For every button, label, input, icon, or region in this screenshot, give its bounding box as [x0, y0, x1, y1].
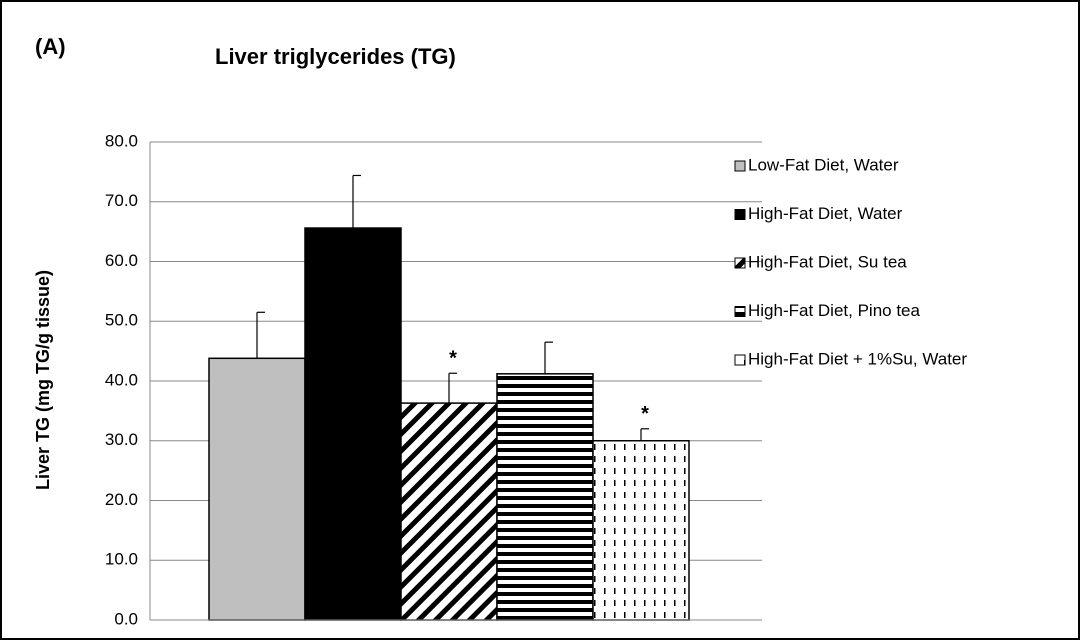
legend-label: High-Fat Diet, Water	[748, 204, 903, 223]
y-tick-label: 60.0	[105, 251, 138, 270]
bar	[592, 440, 690, 621]
legend-swatch	[734, 209, 746, 220]
bar	[496, 373, 594, 621]
legend-label: High-Fat Diet + 1%Su, Water	[748, 349, 967, 368]
legend-swatch	[734, 354, 746, 366]
y-tick-label: 70.0	[105, 191, 138, 210]
bar	[400, 402, 498, 621]
legend-label: High-Fat Diet, Pino tea	[748, 301, 921, 320]
y-tick-label: 30.0	[105, 430, 138, 449]
bar	[208, 357, 306, 621]
chart-title: Liver triglycerides (TG)	[215, 44, 456, 69]
panel-label: (A)	[35, 34, 66, 59]
y-tick-label: 80.0	[105, 131, 138, 150]
y-tick-label: 0.0	[114, 609, 138, 628]
legend-swatch	[734, 306, 746, 317]
y-axis-label: Liver TG (mg TG/g tissue)	[33, 270, 53, 490]
legend-label: Low-Fat Diet, Water	[748, 155, 899, 174]
y-tick-label: 20.0	[105, 490, 138, 509]
bar	[304, 227, 402, 621]
significance-mark: *	[641, 403, 649, 425]
y-tick-label: 40.0	[105, 370, 138, 389]
significance-mark: *	[449, 348, 457, 370]
legend-swatch	[734, 257, 746, 269]
y-tick-label: 10.0	[105, 550, 138, 569]
y-tick-label: 50.0	[105, 311, 138, 330]
legend-label: High-Fat Diet, Su tea	[748, 252, 907, 271]
legend-swatch	[734, 160, 746, 172]
